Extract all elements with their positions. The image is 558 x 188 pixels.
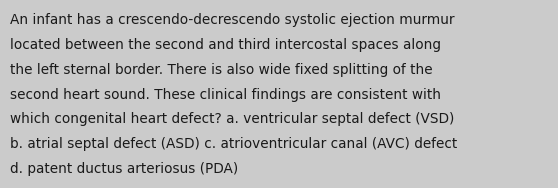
Text: located between the second and third intercostal spaces along: located between the second and third int…	[10, 38, 441, 52]
Text: second heart sound. These clinical findings are consistent with: second heart sound. These clinical findi…	[10, 88, 441, 102]
Text: which congenital heart defect? a. ventricular septal defect (VSD): which congenital heart defect? a. ventri…	[10, 112, 454, 126]
Text: An infant has a crescendo-decrescendo systolic ejection murmur: An infant has a crescendo-decrescendo sy…	[10, 13, 455, 27]
Text: d. patent ductus arteriosus (PDA): d. patent ductus arteriosus (PDA)	[10, 162, 238, 176]
Text: the left sternal border. There is also wide fixed splitting of the: the left sternal border. There is also w…	[10, 63, 432, 77]
Text: b. atrial septal defect (ASD) c. atrioventricular canal (AVC) defect: b. atrial septal defect (ASD) c. atriove…	[10, 137, 458, 151]
